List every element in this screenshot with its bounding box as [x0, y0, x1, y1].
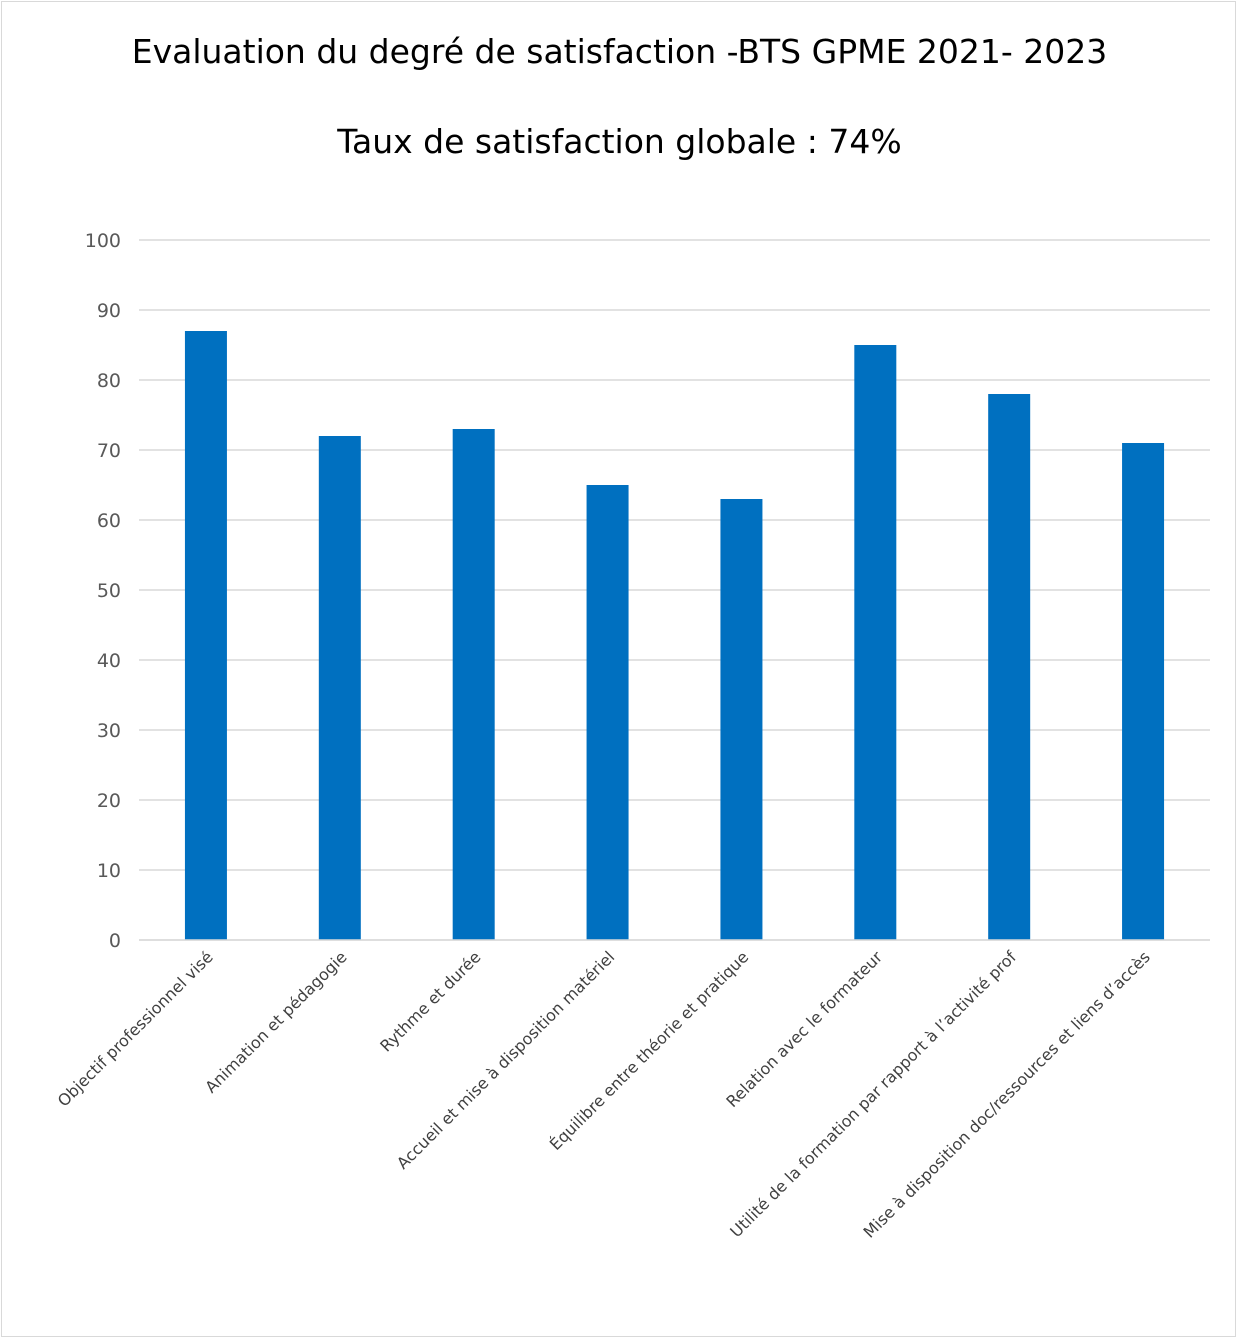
x-tick-label: Rythme et durée: [376, 947, 484, 1055]
y-tick-label: 70: [97, 440, 121, 462]
x-tick-label: Utilité de la formation par rapport à l’…: [726, 947, 1020, 1241]
y-tick-label: 10: [97, 860, 121, 882]
bar: [452, 429, 495, 940]
x-tick-label: Relation avec le formateur: [722, 947, 886, 1111]
y-tick-label: 20: [97, 790, 121, 812]
chart-subtitle: Taux de satisfaction globale : 74%: [337, 122, 902, 161]
x-tick-label: Accueil et mise à disposition matériel: [393, 947, 618, 1172]
x-tick-label: Mise à disposition doc/ressources et lie…: [860, 947, 1154, 1241]
bar: [318, 436, 361, 940]
y-tick-label: 100: [85, 230, 121, 252]
y-tick-label: 60: [97, 510, 121, 532]
bar: [854, 345, 897, 940]
y-tick-label: 40: [97, 650, 121, 672]
bar: [184, 331, 227, 940]
y-tick-label: 0: [109, 930, 121, 952]
bar: [1122, 443, 1165, 940]
x-tick-label: Animation et pédagogie: [201, 947, 350, 1096]
chart-title: Evaluation du degré de satisfaction -BTS…: [131, 32, 1108, 71]
y-tick-label: 50: [97, 580, 121, 602]
bar: [988, 394, 1031, 940]
y-tick-label: 30: [97, 720, 121, 742]
bar: [720, 499, 763, 940]
bar: [586, 485, 629, 940]
x-tick-label: Objectif professionnel visé: [54, 947, 217, 1110]
y-tick-label: 80: [97, 370, 121, 392]
y-tick-label: 90: [97, 300, 121, 322]
